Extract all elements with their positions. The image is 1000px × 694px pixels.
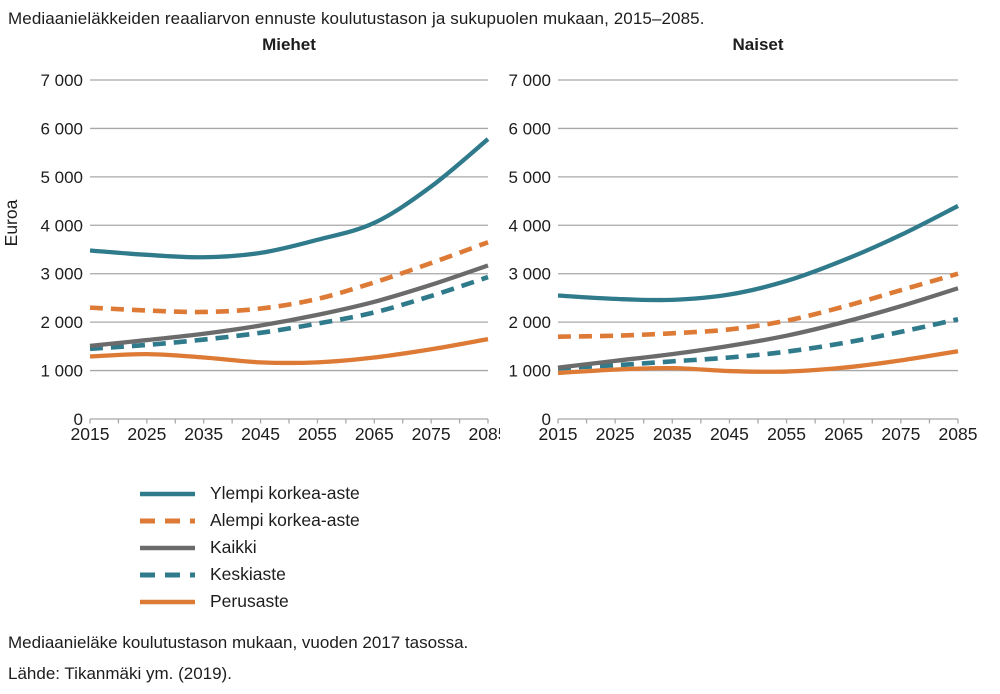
y-tick-labels: 0 1 000 2 000 3 000 4 000 5 000 6 000 7 000 xyxy=(40,71,83,429)
svg-text:2 000: 2 000 xyxy=(508,313,551,332)
legend-swatch-line xyxy=(140,518,195,523)
svg-text:2045: 2045 xyxy=(710,424,749,444)
y-tick-labels: 0 1 000 2 000 3 000 4 000 5 000 6 000 7 000 xyxy=(508,71,551,429)
panel-title-naiset: Naiset xyxy=(732,35,784,54)
x-tick-labels: 2015 2025 2035 2045 2055 2065 2075 2085 xyxy=(71,424,500,444)
legend-label: Ylempi korkea-aste xyxy=(210,483,360,503)
legend-swatch-line xyxy=(140,491,195,496)
charts-row: Miehet 0 1 000 2 000 3 000 4 000 5 000 6 000 7 … xyxy=(0,34,1000,450)
series-lines xyxy=(89,137,490,366)
svg-text:7 000: 7 000 xyxy=(508,71,551,90)
legend-item-perusaste: Perusaste xyxy=(140,588,1000,615)
x-axis-ticks xyxy=(557,419,959,424)
series-line-keskiaste xyxy=(557,316,959,371)
svg-text:5 000: 5 000 xyxy=(40,168,83,187)
legend-swatch-line xyxy=(140,572,195,577)
x-axis-ticks xyxy=(89,419,489,424)
svg-text:2035: 2035 xyxy=(184,424,223,444)
footnote-source: Lähde: Tikanmäki ym. (2019). xyxy=(8,664,232,683)
chart-canvas-naiset: 0 1 000 2 000 3 000 4 000 5 000 6 000 7 000 2015… xyxy=(508,71,978,444)
legend-label: Alempi korkea-aste xyxy=(210,510,360,530)
chart-panel-miehet: Miehet 0 1 000 2 000 3 000 4 000 5 000 6 000 7 … xyxy=(0,34,500,450)
svg-text:2015: 2015 xyxy=(71,424,110,444)
svg-text:3 000: 3 000 xyxy=(40,265,83,284)
legend-swatch-line xyxy=(140,545,195,550)
y-axis-title: Euroa xyxy=(1,199,21,246)
footnote-note: Mediaanieläke koulutustason mukaan, vuod… xyxy=(8,633,469,652)
svg-text:3 000: 3 000 xyxy=(508,265,551,284)
series-line-keskiaste xyxy=(89,274,489,352)
svg-text:1 000: 1 000 xyxy=(508,362,551,381)
series-line-alempi-korkea-aste xyxy=(557,271,959,339)
y-gridlines xyxy=(90,79,488,420)
legend: Ylempi korkea-aste Alempi korkea-aste Kaik… xyxy=(140,480,1000,615)
svg-text:2065: 2065 xyxy=(824,424,863,444)
svg-text:0: 0 xyxy=(74,410,83,429)
svg-text:1 000: 1 000 xyxy=(40,362,83,381)
figure-title: Mediaanieläkkeiden reaaliarvon ennuste k… xyxy=(8,9,705,28)
svg-text:2035: 2035 xyxy=(653,424,692,444)
svg-text:2075: 2075 xyxy=(881,424,920,444)
svg-text:2055: 2055 xyxy=(767,424,806,444)
svg-text:6 000: 6 000 xyxy=(508,119,551,138)
legend-item-alempi-korkea-aste: Alempi korkea-aste xyxy=(140,507,1000,534)
legend-swatch-line xyxy=(140,599,195,604)
legend-label: Perusaste xyxy=(210,591,289,611)
chart-panel-naiset: Naiset 0 1 000 2 000 3 000 4 000 5 000 6 000 7 … xyxy=(500,34,1000,450)
series-line-perusaste xyxy=(557,349,959,376)
svg-text:2065: 2065 xyxy=(355,424,394,444)
svg-text:5 000: 5 000 xyxy=(508,168,551,187)
svg-text:2085: 2085 xyxy=(939,424,978,444)
series-lines xyxy=(557,203,959,376)
x-tick-labels: 2015 2025 2035 2045 2055 2065 2075 2085 xyxy=(539,424,978,444)
svg-text:2 000: 2 000 xyxy=(40,313,83,332)
figure-footnotes: Mediaanieläke koulutustason mukaan, vuod… xyxy=(8,627,1000,689)
svg-text:6 000: 6 000 xyxy=(40,119,83,138)
svg-text:4 000: 4 000 xyxy=(40,216,83,235)
svg-text:7 000: 7 000 xyxy=(40,71,83,90)
svg-text:2075: 2075 xyxy=(412,424,451,444)
legend-item-kaikki: Kaikki xyxy=(140,534,1000,561)
legend-label: Kaikki xyxy=(210,537,257,557)
svg-text:2045: 2045 xyxy=(241,424,280,444)
series-line-kaikki xyxy=(89,263,489,349)
legend-item-ylempi-korkea-aste: Ylempi korkea-aste xyxy=(140,480,1000,507)
svg-text:2085: 2085 xyxy=(469,424,500,444)
svg-text:4 000: 4 000 xyxy=(508,216,551,235)
series-line-kaikki xyxy=(557,286,959,370)
series-line-alempi-korkea-aste xyxy=(89,240,489,315)
chart-canvas-miehet: 0 1 000 2 000 3 000 4 000 5 000 6 000 7 000 2015… xyxy=(1,71,500,444)
panel-title-miehet: Miehet xyxy=(262,35,316,54)
svg-text:2015: 2015 xyxy=(539,424,578,444)
legend-item-keskiaste: Keskiaste xyxy=(140,561,1000,588)
legend-label: Keskiaste xyxy=(210,564,286,584)
svg-text:2055: 2055 xyxy=(298,424,337,444)
series-line-perusaste xyxy=(89,336,489,366)
series-line-ylempi-korkea-aste xyxy=(89,137,490,260)
svg-text:0: 0 xyxy=(542,410,551,429)
svg-text:2025: 2025 xyxy=(596,424,635,444)
series-line-ylempi-korkea-aste xyxy=(557,203,959,303)
svg-text:2025: 2025 xyxy=(127,424,166,444)
